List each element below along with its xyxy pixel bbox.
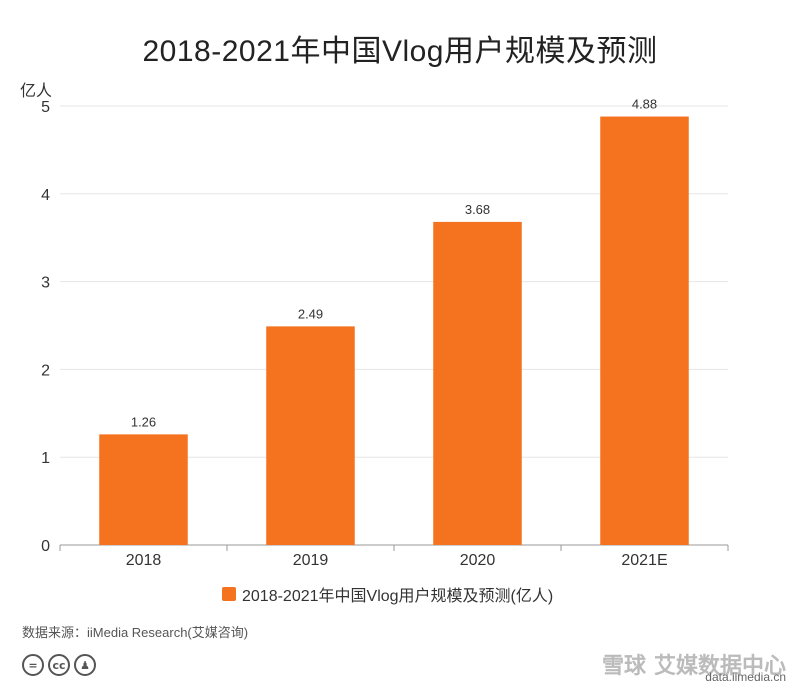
y-axis-label: 亿人 bbox=[20, 82, 52, 100]
cc-icon: cc bbox=[48, 654, 70, 676]
watermark: 雪球 艾媒数据中心 data.iimedia.cn bbox=[601, 648, 786, 684]
y-tick-label: 4 bbox=[41, 187, 50, 204]
license-icons: = cc ♟ bbox=[22, 654, 96, 676]
bar bbox=[433, 221, 522, 545]
bars bbox=[99, 116, 689, 545]
watermark-logo: 雪球 bbox=[601, 653, 646, 678]
bar bbox=[600, 116, 689, 545]
bar-chart: 0 1 2 3 4 5亿人 2018 1.26 2019 2.49 2020 3.68 2021E 4.8… bbox=[20, 82, 729, 569]
bar bbox=[99, 434, 188, 545]
source-note: 数据来源：iiMedia Research(艾媒咨询) bbox=[22, 625, 249, 640]
person-icon: ♟ bbox=[74, 654, 96, 676]
bar bbox=[266, 326, 355, 545]
watermark-url: data.iimedia.cn bbox=[705, 670, 786, 684]
axes bbox=[59, 544, 729, 551]
y-tick-label: 2 bbox=[41, 362, 50, 379]
legend-swatch bbox=[222, 587, 236, 601]
equals-icon: = bbox=[22, 654, 44, 676]
y-tick-label: 0 bbox=[41, 538, 50, 555]
y-tick-label: 1 bbox=[41, 450, 50, 467]
y-tick-label: 3 bbox=[41, 275, 50, 292]
chart-title: 2018-2021年中国Vlog用户规模及预测 bbox=[142, 35, 658, 68]
labels: 0 1 2 3 4 5亿人 2018 1.26 2019 2.49 2020 3.68 2021E 4.8… bbox=[20, 82, 668, 569]
watermark-brand: 艾媒数据中心 bbox=[653, 653, 786, 678]
data-label: 2.49 bbox=[298, 306, 323, 321]
data-label: 4.88 bbox=[632, 97, 657, 112]
data-label: 1.26 bbox=[131, 414, 156, 429]
x-tick-label: 2018 bbox=[126, 552, 162, 569]
data-label: 3.68 bbox=[465, 202, 490, 217]
legend: 2018-2021年中国Vlog用户规模及预测(亿人) bbox=[222, 582, 553, 606]
x-tick-label: 2021E bbox=[621, 552, 667, 569]
x-tick-label: 2020 bbox=[460, 552, 496, 569]
legend-label: 2018-2021年中国Vlog用户规模及预测(亿人) bbox=[242, 588, 554, 605]
y-tick-label: 5 bbox=[41, 99, 50, 116]
x-tick-label: 2019 bbox=[293, 552, 329, 569]
